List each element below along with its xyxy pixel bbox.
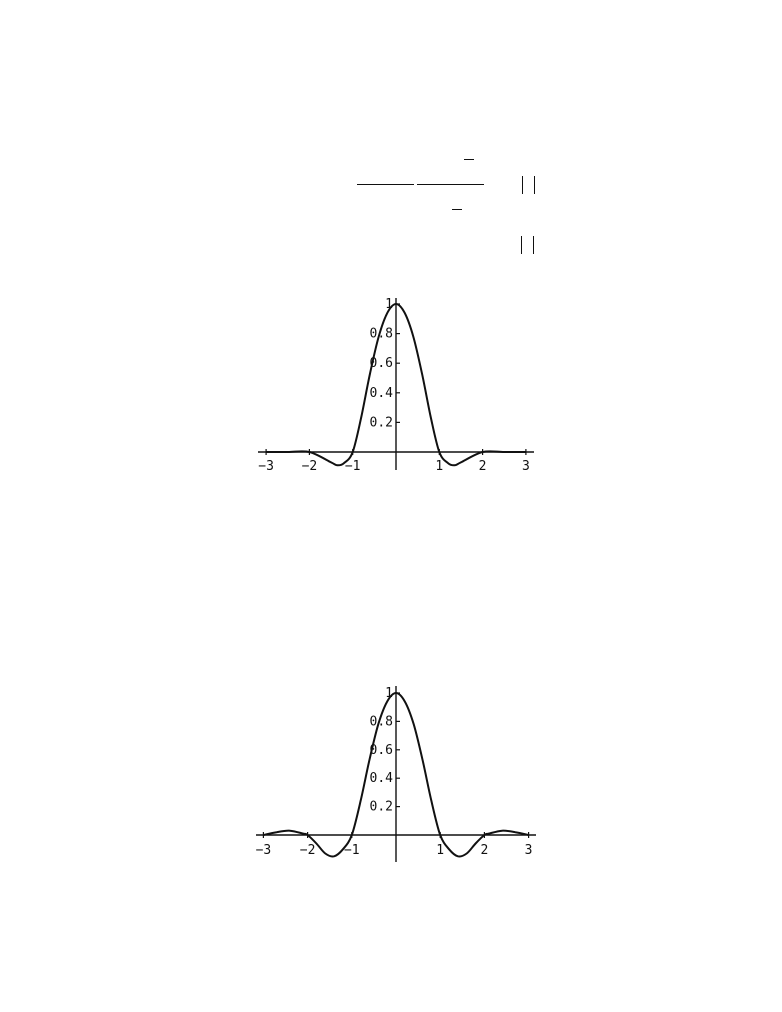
x-tick-label: 1 xyxy=(436,843,444,858)
x-tick-label: 3 xyxy=(525,843,533,858)
y-tick-label: 0.4 xyxy=(370,386,394,401)
y-tick-label: 0.6 xyxy=(370,356,393,371)
formula-abs-bar-1 xyxy=(522,176,523,194)
x-tick-label: 3 xyxy=(522,459,530,474)
x-tick-label: −2 xyxy=(300,843,316,858)
formula-abs-bar-4 xyxy=(533,236,534,254)
series-line xyxy=(263,691,529,858)
y-tick-label: 0.6 xyxy=(370,743,393,758)
x-tick-label: 1 xyxy=(435,459,443,474)
y-tick-label: 0.2 xyxy=(370,415,393,430)
formula-abs-bar-3 xyxy=(521,236,522,254)
x-tick-label: −3 xyxy=(256,843,272,858)
formula-overbar-bottom xyxy=(452,209,462,210)
y-tick-label: 0.8 xyxy=(370,327,393,342)
chart-1: −3 −2 −1 1 2 3 0.2 0.4 0.6 0.8 1 xyxy=(258,297,534,474)
formula-fraction-line-right xyxy=(417,184,484,185)
series-line xyxy=(266,302,526,467)
x-tick-label: −1 xyxy=(344,843,360,858)
formula-abs-bar-2 xyxy=(534,176,535,194)
chart-2: −3 −2 −1 1 2 3 0.2 0.4 0.6 0.8 1 xyxy=(256,686,536,862)
y-tick-label: 0.4 xyxy=(370,771,394,786)
x-tick-label: 2 xyxy=(480,843,488,858)
x-tick-label: −1 xyxy=(345,459,361,474)
formula-overbar-top xyxy=(464,159,474,160)
y-tick-label: 0.8 xyxy=(370,714,393,729)
x-tick-label: −2 xyxy=(302,459,318,474)
x-tick-label: 2 xyxy=(479,459,487,474)
y-tick-label: 0.2 xyxy=(370,800,393,815)
y-tick-label: 1 xyxy=(385,297,393,312)
y-tick-label: 1 xyxy=(385,686,393,701)
x-tick-label: −3 xyxy=(258,459,274,474)
formula-fraction-line-left xyxy=(357,184,414,185)
